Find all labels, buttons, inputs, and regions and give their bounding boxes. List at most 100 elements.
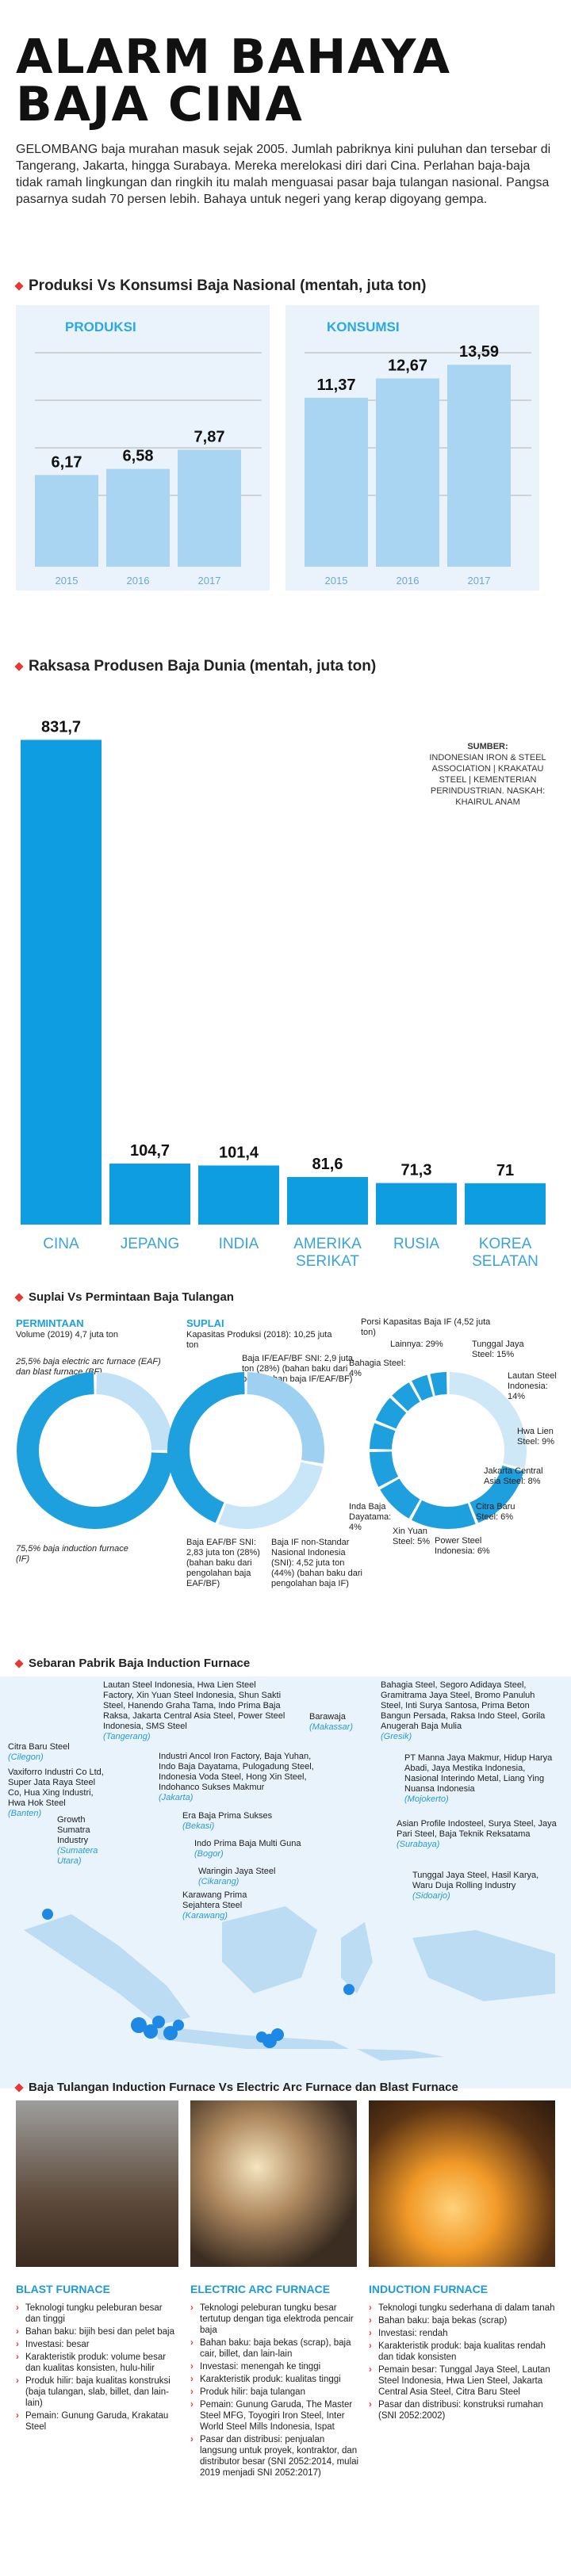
section-map-title: Sebaran Pabrik Baja Induction Furnace [29, 1657, 251, 1670]
list-item: Pasar dan distribusi: konstruksi rumahan… [369, 2399, 555, 2421]
map-karawang: Karawang Prima Sejahtera Steel (Karawang) [182, 1890, 247, 1921]
porsi-lautan: Lautan Steel Indonesia: 14% [508, 1371, 557, 1401]
bar [465, 1183, 546, 1225]
bar-category-label: CINA [43, 1236, 79, 1252]
porsi-bahagia: Bahagia Steel: 4% [349, 1359, 406, 1378]
list-item: Teknologi tungku peleburan besar dan tin… [16, 2303, 178, 2325]
pie-slice [370, 1450, 399, 1487]
section-world-heading: Raksasa Produsen Baja Dunia (mentah, jut… [14, 658, 376, 675]
map-sidoarjo: Tunggal Jaya Steel, Hasil Karya, Waru Du… [412, 1871, 539, 1901]
title-line-1: ALARM BAHAYA [16, 29, 452, 85]
bar-value-label: 6,17 [52, 453, 82, 471]
porsi-title: Porsi Kapasitas Baja IF (4,52 juta ton) [361, 1317, 491, 1337]
bar-value-label: 831,7 [41, 718, 81, 736]
konsumsi-title: KONSUMSI [327, 319, 400, 334]
bar [376, 378, 439, 567]
list-item: Teknologi tungku sederhana di dalam tana… [369, 2303, 555, 2314]
konsumsi-chart: 11,37 2015 12,67 2016 13,59 2017 [305, 343, 531, 587]
bar [287, 1177, 368, 1225]
bar-value-label: 7,87 [194, 428, 225, 445]
suplai-sub: Kapasitas Produksi (2018): 10,25 juta to… [186, 1330, 332, 1350]
produksi-chart: 6,17 2015 6,58 2016 7,87 2017 [35, 352, 262, 587]
map-sumut: Growth Sumatra Industry (Sumatera Utara) [57, 1815, 98, 1866]
lead-paragraph: GELOMBANG baja murahan masuk sejak 2005.… [16, 143, 551, 206]
map-cikarang: Waringin Jaya Steel (Cikarang) [198, 1867, 276, 1886]
bar-value-label: 81,6 [312, 1156, 343, 1173]
suplai-c-label: Baja IF non-Standar Nasional Indonesia (… [271, 1538, 362, 1588]
section-furnace-title: Baja Tulangan Induction Furnace Vs Elect… [29, 2081, 458, 2094]
list-item: Produk hilir: baja kualitas konstruksi (… [16, 2375, 178, 2409]
bar [178, 449, 241, 567]
diamond-icon [14, 2083, 24, 2093]
konsumsi-panel: KONSUMSI 11,37 2015 12,67 2016 13,59 2017 [286, 305, 539, 590]
bar-value-label: 13,59 [459, 343, 499, 361]
bar-category-label: 2017 [468, 575, 491, 587]
eaf-photo [190, 2100, 357, 2267]
bar [21, 740, 102, 1225]
map-mojokerto: PT Manna Jaya Makmur, Hidup Harya Abadi,… [404, 1753, 553, 1804]
bar [198, 1165, 279, 1225]
bar [106, 468, 170, 567]
porsi-lainnya: Lainnya: 29% [390, 1340, 443, 1349]
source-title: SUMBER: [467, 742, 508, 751]
pie-slice [167, 1372, 245, 1523]
bar-value-label: 101,4 [219, 1144, 259, 1161]
bar-category-label: 2016 [127, 575, 150, 587]
induction-features: Teknologi tungku sederhana di dalam tana… [369, 2303, 555, 2423]
induction-furnace-photo [369, 2100, 555, 2267]
porsi-xin: Xin Yuan Steel: 5% [393, 1527, 431, 1546]
list-item: Investasi: rendah [369, 2328, 555, 2339]
porsi-jakarta: Jakarta Central Asia Steel: 8% [484, 1466, 543, 1486]
bar-category-label: JEPANG [121, 1236, 180, 1252]
porsi-hwa: Hwa Lien Steel: 9% [517, 1427, 555, 1447]
list-item: Investasi: besar [16, 2339, 178, 2350]
bar-category-label: SERIKAT [296, 1253, 359, 1270]
produksi-title: PRODUKSI [65, 319, 136, 334]
list-item: Karakteristik produk: baja kualitas rend… [369, 2341, 555, 2363]
list-item: Pasar dan distribusi: penjualan langsung… [190, 2434, 361, 2479]
world-producers-chart: 831,7 CINA 104,7 JEPANG 101,4 INDIA 81,6 AMERIK… [21, 718, 546, 1270]
list-item: Pemain: Gunung Garuda, Krakatau Steel [16, 2410, 178, 2433]
map-gresik: Bahagia Steel, Segoro Adidaya Steel, Gra… [381, 1680, 546, 1741]
list-item: Karakteristik produk: kualitas tinggi [190, 2374, 361, 2385]
bar [447, 365, 511, 567]
section-supply-heading: Suplai Vs Permintaan Baja Tulangan [14, 1290, 234, 1304]
induction-label: INDUCTION FURNACE [369, 2283, 489, 2295]
bar [35, 475, 98, 567]
bar [376, 1183, 457, 1225]
map-area [0, 1676, 571, 2089]
diamond-icon [14, 1659, 24, 1668]
list-item: Bahan baku: bijih besi dan pelet baja [16, 2326, 178, 2337]
bar-category-label: 2016 [397, 575, 420, 587]
diamond-icon [14, 1293, 24, 1302]
bar-value-label: 12,67 [388, 357, 427, 374]
bar-value-label: 11,37 [317, 376, 356, 394]
blast-features: Teknologi tungku peleburan besar dan tin… [16, 2303, 178, 2434]
pie-slice [469, 1465, 524, 1523]
bar-value-label: 71,3 [401, 1162, 432, 1179]
bar [305, 397, 368, 567]
section-map-heading: Sebaran Pabrik Baja Induction Furnace [14, 1657, 251, 1670]
bar-category-label: AMERIKA [293, 1236, 362, 1252]
pie-slice [370, 1423, 396, 1450]
pie-slice [430, 1372, 447, 1396]
pie-slice [412, 1374, 434, 1401]
map-bekasi: Era Baja Prima Sukses (Bekasi) [182, 1811, 273, 1831]
bar-value-label: 104,7 [130, 1142, 170, 1160]
section-furnace-heading: Baja Tulangan Induction Furnace Vs Elect… [14, 2081, 458, 2094]
map-tangerang: Lautan Steel Indonesia, Hwa Lien Steel F… [103, 1680, 286, 1741]
list-item: Investasi: menengah ke tinggi [190, 2361, 361, 2372]
blast-label: BLAST FURNACE [16, 2283, 110, 2295]
list-item: Produk hilir: baja tulangan [190, 2387, 361, 2398]
bar-value-label: 71 [496, 1162, 514, 1179]
source-note: SUMBER: INDONESIAN IRON & STEEL ASSOCIAT… [428, 741, 547, 808]
bar-category-label: RUSIA [393, 1236, 439, 1252]
indonesia-map [24, 1906, 555, 2061]
title-line-2: BAJA CINA [16, 77, 304, 132]
map-bogor: Indo Prima Baja Multi Guna (Bogor) [194, 1839, 301, 1859]
bar-category-label: 2017 [198, 575, 221, 587]
eaf-features: Teknologi peleburan tungku besar tertutu… [190, 2303, 361, 2480]
bar-category-label: INDIA [219, 1236, 259, 1252]
suplai-b-label: Baja EAF/BF SNI: 2,83 juta ton (28%) (ba… [186, 1538, 260, 1588]
pie-slice [246, 1372, 324, 1464]
